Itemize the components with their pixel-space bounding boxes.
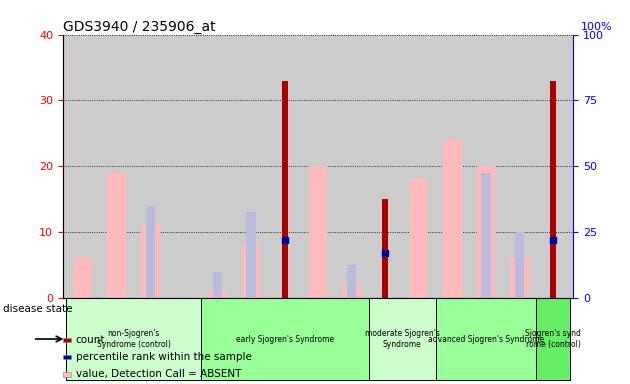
Bar bbox=[108, 173, 126, 298]
Text: non-Sjogren's
Syndrome (control): non-Sjogren's Syndrome (control) bbox=[96, 329, 171, 349]
Text: GDS3940 / 235906_at: GDS3940 / 235906_at bbox=[63, 20, 215, 33]
Bar bbox=[481, 173, 491, 298]
Bar bbox=[282, 81, 288, 298]
Bar bbox=[242, 245, 260, 298]
Bar bbox=[246, 212, 256, 298]
Bar bbox=[146, 206, 155, 298]
Text: percentile rank within the sample: percentile rank within the sample bbox=[76, 352, 251, 362]
Text: early Sjogren's Syndrome: early Sjogren's Syndrome bbox=[236, 334, 334, 344]
Bar bbox=[343, 285, 361, 298]
Text: value, Detection Call = ABSENT: value, Detection Call = ABSENT bbox=[76, 369, 241, 379]
Text: moderate Sjogren's
Syndrome: moderate Sjogren's Syndrome bbox=[365, 329, 440, 349]
Bar bbox=[208, 291, 227, 298]
Bar bbox=[444, 140, 462, 298]
Bar bbox=[382, 199, 388, 298]
Bar bbox=[510, 258, 529, 298]
Bar bbox=[550, 81, 556, 298]
Bar bbox=[436, 298, 536, 380]
Bar bbox=[309, 166, 328, 298]
Bar bbox=[536, 298, 570, 380]
Bar bbox=[74, 258, 93, 298]
Bar bbox=[200, 298, 369, 380]
Text: 100%: 100% bbox=[581, 22, 612, 32]
Text: count: count bbox=[76, 335, 105, 345]
Text: advanced Sjogren's Syndrome: advanced Sjogren's Syndrome bbox=[428, 334, 544, 344]
Bar bbox=[477, 166, 495, 298]
Bar bbox=[213, 271, 222, 298]
Bar bbox=[141, 225, 159, 298]
Bar bbox=[66, 298, 200, 380]
Text: disease state: disease state bbox=[3, 304, 72, 314]
Bar bbox=[515, 232, 524, 298]
Text: Sjogren's synd
rome (control): Sjogren's synd rome (control) bbox=[525, 329, 581, 349]
Bar bbox=[369, 298, 436, 380]
Bar bbox=[410, 179, 428, 298]
Bar bbox=[347, 265, 357, 298]
